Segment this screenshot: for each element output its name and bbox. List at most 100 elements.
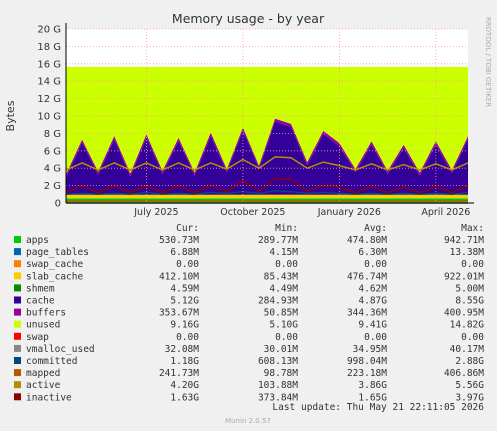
legend-stat: 98.78M xyxy=(264,368,299,379)
x-tick-label: July 2025 xyxy=(133,207,178,218)
legend-swatch xyxy=(14,248,21,256)
legend-name: committed xyxy=(26,356,77,367)
legend-stat: 373.84M xyxy=(258,392,298,403)
legend-name: buffers xyxy=(26,308,66,319)
legend-swatch xyxy=(14,344,21,352)
legend-stat: 942.71M xyxy=(444,235,484,246)
y-axis-label: Bytes xyxy=(4,100,17,131)
legend-stat: 400.95M xyxy=(444,308,484,319)
y-tick-label: 2 G xyxy=(44,181,61,192)
legend-swatch xyxy=(14,236,21,243)
legend-header: Avg: xyxy=(364,223,387,234)
legend-stat: 14.82G xyxy=(450,320,485,331)
legend-swatch xyxy=(14,272,21,280)
side-text: RRDTOOL / TOBI OETIKER xyxy=(484,17,492,107)
legend-name: active xyxy=(26,380,61,391)
legend-stat: 5.56G xyxy=(455,380,484,391)
legend-stat: 608.13M xyxy=(258,356,298,367)
legend-swatch xyxy=(14,357,21,364)
y-tick-label: 20 G xyxy=(37,25,61,36)
areas xyxy=(66,66,468,203)
y-tick-label: 16 G xyxy=(37,59,61,70)
legend-stat: 0.00 xyxy=(461,259,484,270)
legend-stat: 289.77M xyxy=(258,235,298,246)
y-tick-label: 14 G xyxy=(37,77,61,88)
legend-stat: 474.80M xyxy=(347,235,387,246)
legend-name: slab_cache xyxy=(26,271,83,282)
legend-stat: 50.85M xyxy=(264,308,299,319)
legend-stat: 8.55G xyxy=(455,296,484,307)
legend-stat: 4.49M xyxy=(269,283,298,294)
legend-stat: 0.00 xyxy=(275,332,298,343)
legend-name: page_tables xyxy=(26,247,89,258)
legend-stat: 476.74M xyxy=(347,271,387,282)
legend-stat: 32.08M xyxy=(165,344,200,355)
legend-swatch xyxy=(14,332,21,340)
x-tick-label: January 2026 xyxy=(317,207,381,218)
legend-header: Min: xyxy=(275,223,298,234)
legend-swatch xyxy=(14,381,21,389)
legend-stat: 223.18M xyxy=(347,368,387,379)
legend-name: cache xyxy=(26,296,55,307)
legend-swatch xyxy=(14,369,21,377)
legend-stat: 353.67M xyxy=(159,308,199,319)
legend-stat: 30.01M xyxy=(264,344,299,355)
y-tick-label: 12 G xyxy=(37,94,61,105)
grid xyxy=(66,28,468,204)
legend-header: Cur: xyxy=(176,223,199,234)
area xyxy=(66,121,468,195)
legend-stat: 4.87G xyxy=(358,296,387,307)
legend-name: mapped xyxy=(26,368,60,379)
legend-stat: 13.38M xyxy=(450,247,485,258)
legend-swatch xyxy=(14,320,21,328)
legend-stat: 284.93M xyxy=(258,296,298,307)
legend-stat: 4.20G xyxy=(170,380,199,391)
x-tick-label: April 2026 xyxy=(421,207,470,218)
legend-stat: 922.01M xyxy=(444,271,484,282)
legend-swatch xyxy=(14,284,21,292)
legend-swatch xyxy=(14,308,21,316)
legend-stat: 103.88M xyxy=(258,380,298,391)
legend-header: Max: xyxy=(461,223,484,234)
legend-stat: 4.59M xyxy=(170,283,199,294)
legend-swatch xyxy=(14,296,21,304)
legend-stat: 1.18G xyxy=(170,356,199,367)
legend-stat: 1.65G xyxy=(358,392,387,403)
legend-name: swap_cache xyxy=(26,259,83,270)
legend-name: unused xyxy=(26,320,60,331)
line xyxy=(65,177,469,194)
legend-stat: 9.41G xyxy=(358,320,387,331)
legend-stat: 1.63G xyxy=(170,392,199,403)
legend-stat: 241.73M xyxy=(159,368,199,379)
legend-stat: 412.10M xyxy=(159,271,199,282)
legend-name: swap xyxy=(26,332,49,343)
legend-stat: 4.62M xyxy=(358,283,387,294)
legend-swatch xyxy=(14,393,21,401)
legend-stat: 40.17M xyxy=(450,344,485,355)
legend-stat: 0.00 xyxy=(176,259,199,270)
legend-stat: 406.86M xyxy=(444,368,484,379)
x-tick-label: October 2025 xyxy=(220,207,285,218)
footer: Last update: Thu May 21 22:11:05 2026 xyxy=(272,402,484,413)
legend-stat: 530.73M xyxy=(159,235,199,246)
area xyxy=(66,66,468,175)
y-tick-label: 0 xyxy=(55,199,61,210)
legend-stat: 2.88G xyxy=(455,356,484,367)
legend-stat: 9.16G xyxy=(170,320,199,331)
line xyxy=(65,190,469,196)
legend-name: apps xyxy=(26,235,49,246)
legend-stat: 5.10G xyxy=(269,320,298,331)
legend-stat: 34.95M xyxy=(353,344,388,355)
area xyxy=(66,118,468,178)
line xyxy=(65,156,469,171)
legend-stat: 0.00 xyxy=(176,332,199,343)
legend-stat: 344.36M xyxy=(347,308,387,319)
legend-stat: 4.15M xyxy=(269,247,298,258)
legend-stat: 5.00M xyxy=(455,283,484,294)
legend-stat: 3.97G xyxy=(455,392,484,403)
legend-stat: 0.00 xyxy=(275,259,298,270)
legend-stat: 3.86G xyxy=(358,380,387,391)
y-tick-label: 18 G xyxy=(37,42,61,53)
version: Munin 2.0.57 xyxy=(225,417,271,425)
